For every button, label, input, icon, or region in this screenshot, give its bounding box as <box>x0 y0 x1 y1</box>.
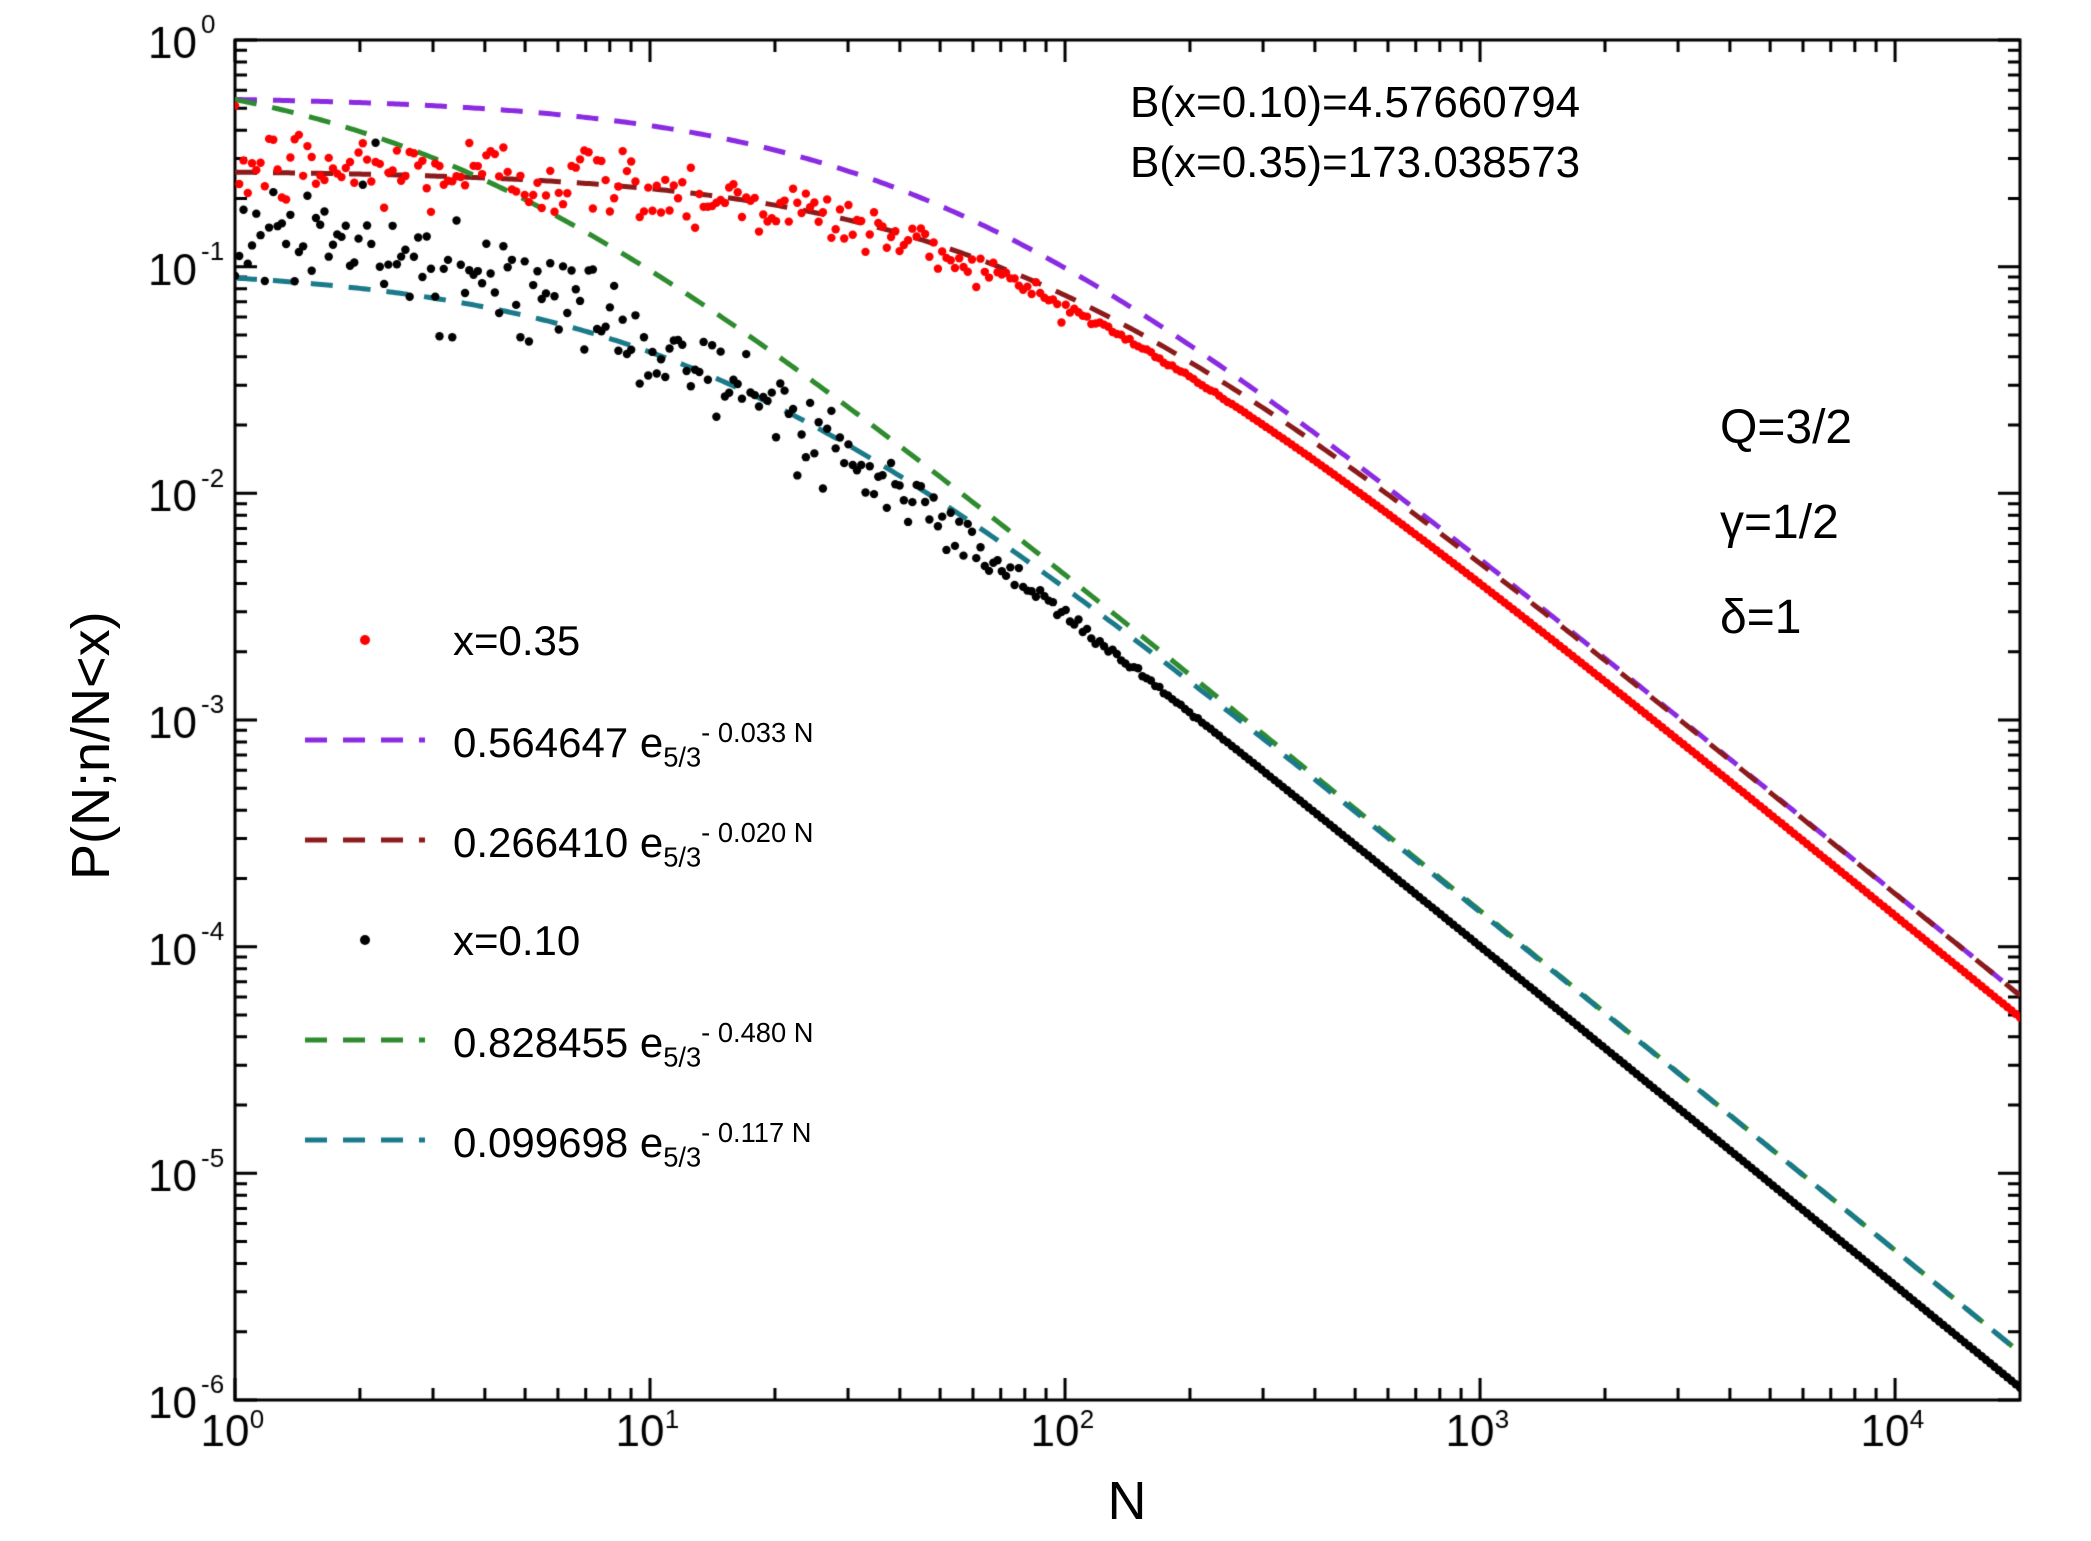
y-axis-label: P(N;n/N<x) <box>60 611 122 880</box>
annotation-b-x010: B(x=0.10)=4.57660794 <box>1130 78 1580 128</box>
plot-canvas <box>0 0 2091 1541</box>
legend-item-teal: 0.099698 e5/3- 0.117 N <box>453 1117 811 1173</box>
legend-item-purple: 0.564647 e5/3- 0.033 N <box>453 717 813 773</box>
annotation-gamma: γ=1/2 <box>1720 495 1839 550</box>
annotation-delta: δ=1 <box>1720 590 1801 645</box>
annotation-b-x035: B(x=0.35)=173.038573 <box>1130 138 1580 188</box>
legend-item-green: 0.828455 e5/3- 0.480 N <box>453 1017 813 1073</box>
legend-item-x010: x=0.10 <box>453 917 580 965</box>
legend-item-darkred: 0.266410 e5/3- 0.020 N <box>453 817 813 873</box>
x-axis-label: N <box>1108 1470 1147 1532</box>
annotation-Q: Q=3/2 <box>1720 400 1852 455</box>
legend-item-x035: x=0.35 <box>453 617 580 665</box>
chart-container: P(N;n/N<x) N B(x=0.10)=4.57660794 B(x=0.… <box>0 0 2091 1541</box>
